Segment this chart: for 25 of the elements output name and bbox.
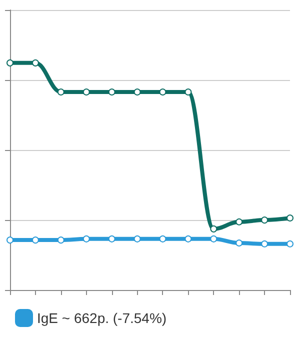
- point: [108, 235, 116, 242]
- point: [57, 236, 64, 244]
- point: [286, 214, 294, 222]
- point: [210, 225, 218, 232]
- point: [82, 88, 90, 96]
- point: [32, 59, 39, 66]
- point: [286, 240, 294, 248]
- point: [261, 240, 268, 248]
- point: [108, 88, 116, 96]
- point: [236, 218, 243, 226]
- point: [32, 236, 39, 244]
- point: [210, 235, 218, 242]
- point: [6, 236, 14, 244]
- legend-label: IgE ~ 662р. (-7.54%): [37, 310, 167, 326]
- point: [57, 88, 64, 96]
- point: [6, 59, 14, 66]
- point: [159, 88, 166, 96]
- point: [261, 216, 268, 224]
- point: [82, 235, 90, 242]
- point: [159, 235, 166, 242]
- point: [184, 235, 192, 242]
- point: [134, 88, 141, 96]
- point: [236, 239, 243, 246]
- point: [184, 88, 192, 96]
- point: [134, 235, 141, 242]
